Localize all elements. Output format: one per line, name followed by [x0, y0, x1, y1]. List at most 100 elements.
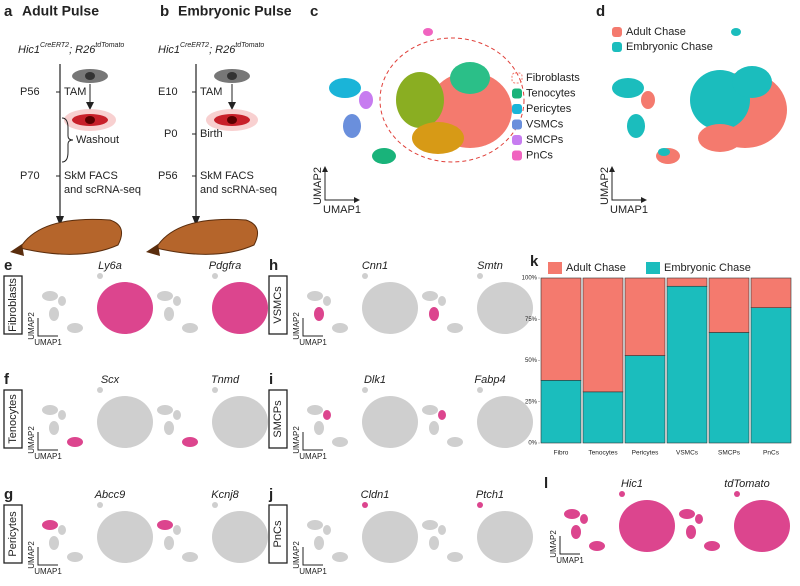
umap-cluster	[447, 323, 463, 333]
umap-cluster	[164, 536, 174, 550]
umap-cluster	[438, 410, 446, 420]
gene-name: Cnn1	[362, 260, 388, 272]
bar-segment	[750, 277, 792, 309]
legend: Fibroblasts Tenocytes Pericytes VSMCs SMCPs P…	[511, 72, 580, 161]
panel-letter: g	[4, 486, 13, 503]
umap-cluster	[212, 396, 268, 448]
axis-label: UMAP2	[292, 312, 301, 340]
umap-cluster	[97, 273, 103, 279]
legend-swatch	[512, 150, 522, 161]
umap-cluster	[173, 525, 181, 535]
umap-cluster	[438, 296, 446, 306]
legend-swatch	[512, 104, 522, 114]
event: SkM FACS	[64, 170, 118, 182]
axis-label: UMAP2	[312, 167, 324, 205]
legend-label: Adult Chase	[566, 262, 626, 274]
cell-type: Pericytes	[7, 511, 19, 557]
umap-cluster	[447, 437, 463, 447]
gene-name: Pdgfra	[209, 260, 241, 272]
umap-cluster	[58, 410, 66, 420]
cell-type-box	[3, 275, 23, 335]
gene-name: Tnmd	[211, 374, 240, 386]
gene-name: Kcnj8	[211, 489, 239, 501]
gene-name: Fabp4	[474, 374, 505, 386]
x-tick-label: Tenocytes	[588, 450, 618, 457]
umap-cluster	[97, 511, 153, 563]
umap-axes	[322, 166, 360, 203]
axis-label: UMAP1	[34, 452, 62, 461]
umap-cluster	[477, 511, 533, 563]
legend-swatch	[511, 72, 523, 84]
panel-letter: e	[4, 257, 12, 274]
genotype: Hic1CreERT2; R26tdTomato	[158, 42, 264, 56]
gene-name: Abcc9	[94, 489, 126, 501]
axis-label: UMAP1	[299, 452, 327, 461]
umap-cluster	[182, 323, 198, 333]
umap-cluster	[686, 525, 696, 539]
umap-chase	[612, 28, 787, 164]
axis-label: UMAP1	[556, 556, 584, 565]
panel-letter: a	[4, 3, 13, 20]
gene-name: Smtn	[477, 260, 503, 272]
legend-swatch	[512, 88, 522, 99]
x-tick-label: Pericytes	[632, 450, 659, 457]
legend-label: Tenocytes	[526, 87, 576, 99]
bar-segment	[666, 285, 708, 444]
legend-swatch	[512, 135, 522, 145]
time-point: P70	[20, 170, 40, 182]
panel-letter: k	[530, 253, 539, 270]
gene: Hic1	[18, 44, 40, 56]
umap-cluster	[212, 387, 218, 393]
umap-cluster	[212, 282, 268, 334]
umap-axis	[302, 318, 323, 337]
umap-cluster	[332, 323, 348, 333]
umap-cluster	[323, 410, 331, 420]
panel-letter: b	[160, 3, 169, 20]
umap-cluster	[477, 273, 483, 279]
umap-axes	[609, 166, 647, 203]
allele: CreERT2	[180, 42, 209, 49]
umap-cluster	[571, 525, 581, 539]
panel-title: Embryonic Pulse	[178, 3, 292, 19]
allele: CreERT2	[40, 42, 69, 49]
axis-label: UMAP2	[292, 541, 301, 569]
gene: ; R26	[69, 44, 96, 56]
event: and scRNA-seq	[200, 184, 277, 196]
panel-letter: j	[268, 486, 273, 503]
legend-label: Adult Chase	[626, 26, 686, 38]
umap-cluster	[429, 307, 439, 321]
umap-cluster	[307, 291, 323, 301]
umap-cluster	[589, 541, 605, 551]
umap-cluster	[362, 511, 418, 563]
umap-cluster	[422, 405, 438, 415]
umap-cluster	[332, 552, 348, 562]
axis-label: UMAP1	[299, 567, 327, 576]
x-tick-label: Fibro	[554, 450, 569, 457]
umap-cluster	[734, 491, 740, 497]
umap-axis	[37, 547, 58, 566]
axis-label: UMAP1	[34, 567, 62, 576]
x-tick-label: SMCPs	[718, 450, 741, 457]
axis-label: UMAP2	[292, 426, 301, 454]
legend-label: VSMCs	[526, 118, 564, 130]
gene-name: tdTomato	[724, 478, 769, 490]
bar-segment	[750, 307, 792, 444]
legend-label: Embryonic Chase	[626, 41, 713, 53]
cell-type-box	[3, 504, 23, 564]
legend-swatch	[612, 42, 622, 52]
bar-segment	[708, 332, 750, 444]
umap-cluster	[477, 282, 533, 334]
axis-label: UMAP1	[323, 204, 361, 216]
legend-swatch	[512, 119, 522, 130]
umap-cluster	[307, 405, 323, 415]
gene-name: Hic1	[621, 478, 643, 490]
axis-label: UMAP2	[599, 167, 611, 205]
gene-name: Cldn1	[361, 489, 390, 501]
umap-cluster	[67, 552, 83, 562]
legend-swatch	[612, 27, 622, 37]
umap-cluster	[97, 387, 103, 393]
umap-cluster	[42, 291, 58, 301]
legend-swatch	[646, 262, 660, 274]
umap-cluster	[619, 500, 675, 552]
umap-cluster	[362, 273, 368, 279]
